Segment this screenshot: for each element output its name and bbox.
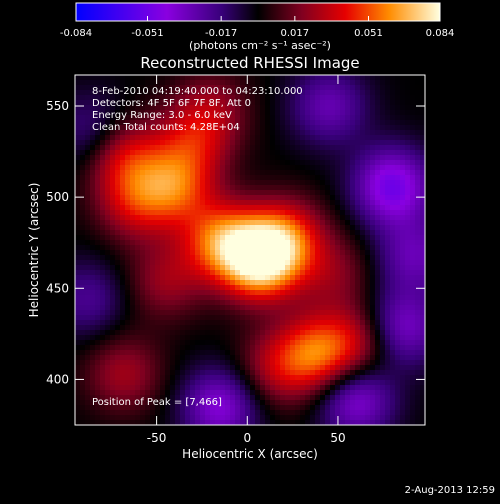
plot-frame: [74, 74, 426, 426]
y-tick-label: 550: [46, 99, 69, 113]
colorbar-tick-label: 0.051: [354, 28, 383, 39]
x-tick-label: 0: [243, 431, 251, 445]
colorbar: [75, 2, 441, 22]
x-tick-label: -50: [147, 431, 167, 445]
annotation-line: Detectors: 4F 5F 6F 7F 8F, Att 0: [92, 98, 251, 109]
x-tick-label: 50: [330, 431, 345, 445]
annotation-line: 8-Feb-2010 04:19:40.000 to 04:23:10.000: [92, 86, 303, 97]
x-axis-label: Heliocentric X (arcsec): [182, 447, 318, 461]
colorbar-tick-label: -0.051: [131, 28, 163, 39]
colorbar-tick-label: 0.017: [281, 28, 310, 39]
y-tick-label: 500: [46, 190, 69, 204]
chart-title: Reconstructed RHESSI Image: [140, 54, 359, 72]
colorbar-tick-label: -0.084: [60, 28, 92, 39]
colorbar-tick-label: -0.017: [205, 28, 237, 39]
y-tick-label: 400: [46, 372, 69, 386]
colorbar-unit-label: (photons cm⁻² s⁻¹ asec⁻²): [189, 39, 331, 52]
y-tick-label: 450: [46, 281, 69, 295]
annotation-line: Energy Range: 3.0 - 6.0 keV: [92, 110, 232, 121]
colorbar-tick-label: 0.084: [426, 28, 455, 39]
peak-position-label: Position of Peak = [7,466]: [92, 397, 222, 408]
y-axis-label: Heliocentric Y (arcsec): [27, 183, 41, 318]
timestamp: 2-Aug-2013 12:59: [405, 485, 495, 496]
heatmap-image: [75, 75, 425, 425]
annotation-line: Clean Total counts: 4.28E+04: [92, 122, 240, 133]
